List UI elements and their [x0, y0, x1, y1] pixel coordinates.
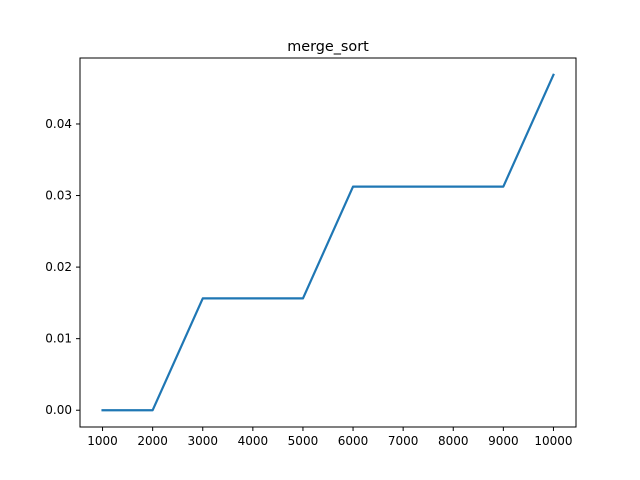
- x-tick-label: 2000: [137, 434, 168, 448]
- y-tick-label: 0.03: [45, 189, 72, 203]
- x-tick-label: 3000: [187, 434, 218, 448]
- y-tick-label: 0.01: [45, 332, 72, 346]
- y-tick-label: 0.00: [45, 403, 72, 417]
- x-tick-label: 7000: [388, 434, 419, 448]
- x-tick-label: 8000: [438, 434, 469, 448]
- x-tick-label: 9000: [488, 434, 519, 448]
- series-layer: [101, 73, 555, 412]
- x-tick-label: 4000: [238, 434, 269, 448]
- y-tick-label: 0.02: [45, 260, 72, 274]
- x-tick-label: 1000: [87, 434, 118, 448]
- axes-frame: [79, 57, 577, 428]
- y-tick-label: 0.04: [45, 117, 72, 131]
- x-tick-label: 10000: [534, 434, 572, 448]
- x-tick-label: 5000: [288, 434, 319, 448]
- y-axis: 0.00 0.01 0.02 0.03 0.04: [45, 117, 80, 417]
- series-line: [101, 73, 555, 412]
- chart-title: merge_sort: [287, 39, 369, 55]
- x-tick-label: 6000: [338, 434, 369, 448]
- x-axis: 1000 2000 3000 4000 5000 6000 7000 8000 9000 1000…: [87, 427, 573, 448]
